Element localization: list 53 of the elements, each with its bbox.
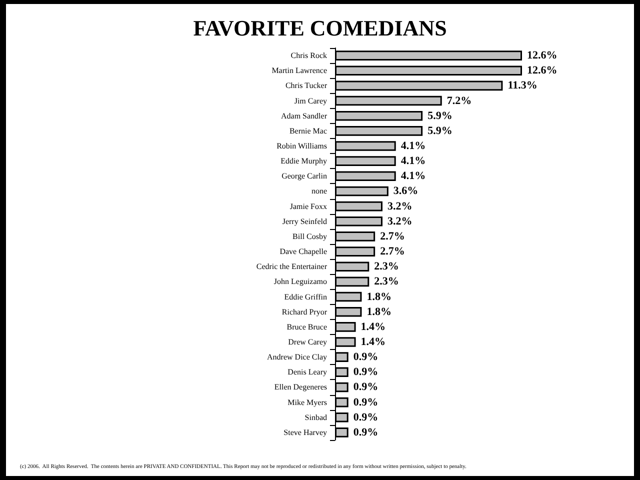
- y-tick-label: Jerry Seinfeld: [282, 216, 327, 226]
- data-label: 2.3%: [374, 276, 399, 288]
- y-tick-label: Chris Rock: [290, 51, 327, 60]
- y-tick-label: Cedric the Entertainer: [256, 262, 328, 272]
- y-tick-label: Bruce Bruce: [286, 322, 328, 332]
- data-label: 12.6%: [527, 50, 558, 62]
- data-label: 3.2%: [387, 215, 412, 228]
- data-label: 0.9%: [353, 381, 378, 394]
- data-label: 0.9%: [353, 426, 378, 438]
- data-label: 2.3%: [374, 260, 399, 273]
- y-tick-label: none: [311, 186, 328, 196]
- y-tick-label: John Leguizamo: [274, 277, 327, 286]
- data-label: 1.4%: [360, 336, 386, 348]
- y-tick-label: Bill Cosby: [292, 232, 327, 241]
- y-tick-label: Adam Sandler: [281, 111, 328, 120]
- y-tick-label: Eddie Murphy: [280, 156, 327, 166]
- y-tick-label: Steve Harvey: [284, 428, 327, 437]
- y-tick-label: Drew Carey: [288, 338, 327, 346]
- y-tick-label: Richard Pryor: [282, 307, 328, 316]
- data-label: 12.6%: [527, 64, 558, 77]
- y-tick-label: Martin Lawrence: [272, 66, 328, 76]
- data-label: 11.3%: [508, 80, 538, 92]
- chart-title: FAVORITE COMEDIANS: [193, 16, 447, 40]
- data-label: 1.8%: [366, 306, 392, 318]
- y-tick-label: Eddie Griffin: [284, 292, 327, 302]
- y-tick-label: Ellen Degeneres: [274, 382, 327, 392]
- y-tick-label: Jamie Foxx: [290, 202, 327, 211]
- y-tick-label: Sinbad: [304, 412, 327, 422]
- data-label: 4.1%: [400, 170, 426, 182]
- data-label: 2.7%: [380, 230, 405, 242]
- y-tick-label: George Carlin: [282, 172, 327, 181]
- y-tick-label: Robin Williams: [276, 142, 327, 150]
- data-label: 4.1%: [400, 140, 426, 152]
- y-tick-label: Denis Leary: [288, 368, 327, 377]
- data-label: 0.9%: [353, 411, 378, 424]
- data-label: 5.9%: [428, 110, 452, 122]
- data-label: 3.6%: [393, 185, 418, 198]
- data-label: 1.4%: [360, 320, 386, 333]
- y-tick-label: Mike Myers: [288, 398, 327, 407]
- data-label: 0.9%: [353, 396, 378, 408]
- data-label: 5.9%: [428, 124, 452, 137]
- data-label: 4.1%: [400, 155, 426, 168]
- data-label: 3.2%: [387, 200, 412, 212]
- data-label: 2.7%: [380, 246, 405, 258]
- y-tick-label: Jim Carey: [294, 96, 327, 106]
- data-label: 0.9%: [353, 366, 378, 378]
- y-tick-label: Andrew Dice Clay: [267, 352, 327, 362]
- data-label: 1.8%: [366, 290, 392, 303]
- y-tick-label: Chris Tucker: [285, 81, 328, 90]
- y-tick-label: Bernie Mac: [289, 126, 328, 136]
- data-label: 7.2%: [446, 94, 472, 107]
- y-tick-label: Dave Chapelle: [280, 247, 328, 256]
- data-label: 0.9%: [353, 351, 378, 364]
